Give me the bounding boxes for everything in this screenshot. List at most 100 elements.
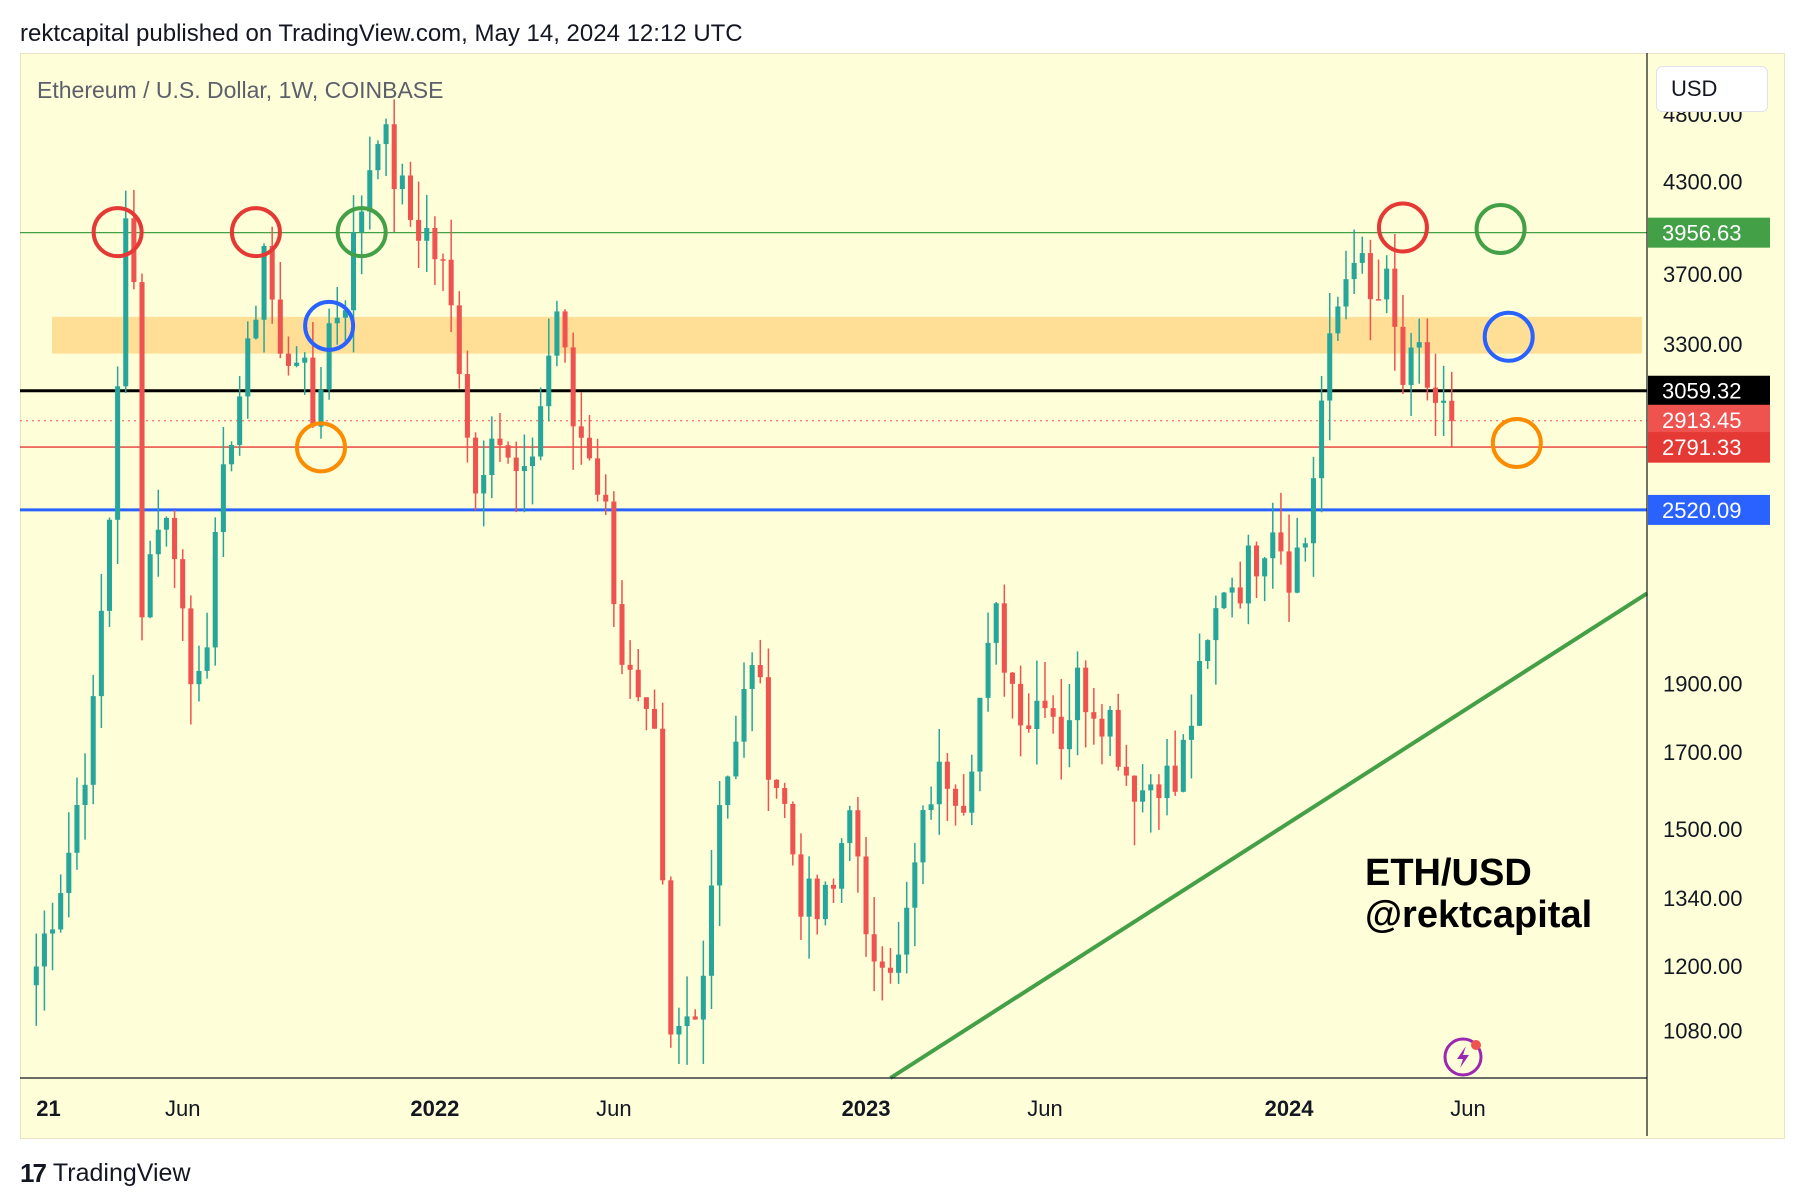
candle — [196, 645, 202, 702]
candle — [82, 753, 88, 840]
candle-body — [269, 246, 275, 300]
candle — [41, 910, 47, 1011]
candle — [855, 796, 861, 893]
candle-body — [1058, 716, 1064, 750]
candle — [546, 318, 552, 422]
candle — [562, 309, 568, 363]
annotation-circle-0[interactable] — [91, 206, 144, 259]
price-label-0: 3956.63 — [1662, 221, 1742, 246]
price-label-1: 3059.32 — [1662, 379, 1742, 404]
candle — [936, 728, 942, 835]
candle-body — [757, 665, 763, 678]
candle — [708, 850, 714, 1009]
candle — [1221, 591, 1227, 610]
candle-body — [277, 299, 283, 354]
candle — [310, 322, 316, 428]
annotation-circle-6[interactable] — [1474, 203, 1527, 256]
annotation-circle-7[interactable] — [1482, 310, 1535, 363]
candle-body — [1262, 558, 1268, 577]
candle — [538, 387, 544, 461]
candle-body — [1294, 547, 1300, 593]
annotation-circle-3[interactable] — [303, 299, 356, 352]
currency-selector[interactable]: USD — [1656, 66, 1768, 112]
candle — [1066, 683, 1072, 768]
candle-body — [1107, 709, 1113, 737]
price-label-box-0 — [1648, 217, 1770, 248]
candle-body — [1432, 387, 1439, 403]
candle — [993, 602, 999, 665]
candle-body — [619, 604, 625, 665]
candle-body — [285, 353, 291, 366]
candle-body — [790, 803, 796, 855]
candle — [765, 648, 771, 811]
candle — [928, 786, 934, 820]
candle-body — [1384, 268, 1390, 300]
annotation-circle-1[interactable] — [229, 206, 282, 259]
price-chart[interactable]: 4800.004300.003700.003300.001900.001700.… — [0, 0, 1794, 1150]
candle — [1107, 705, 1113, 757]
candle — [733, 715, 739, 780]
annotation-circle-2[interactable] — [335, 206, 388, 259]
y-tick-label: 3300.00 — [1663, 332, 1743, 357]
candle — [1115, 693, 1121, 771]
candle-body — [944, 761, 950, 789]
candle-body — [416, 219, 422, 241]
candle-body — [424, 228, 430, 241]
annotation-circle-4[interactable] — [294, 421, 347, 474]
candle-body — [1156, 784, 1162, 799]
candle — [1075, 651, 1081, 756]
candle — [277, 261, 283, 359]
candle-body — [513, 457, 519, 472]
candle — [180, 549, 186, 642]
candle-body — [1229, 587, 1235, 593]
alert-icon[interactable] — [1443, 1037, 1483, 1077]
candle-body — [749, 665, 755, 689]
candle — [1197, 633, 1203, 727]
annotation-circle-8[interactable] — [1490, 416, 1543, 469]
candle-body — [896, 954, 902, 973]
candle-body — [822, 884, 828, 920]
candle — [139, 273, 145, 641]
candle-body — [871, 934, 877, 962]
candle-body — [985, 642, 991, 698]
candle-body — [212, 532, 218, 648]
candle-body — [220, 464, 226, 533]
candle-body — [586, 437, 592, 459]
candle — [684, 976, 690, 1065]
candle-body — [1018, 683, 1024, 726]
candle — [1253, 541, 1260, 599]
y-tick-label: 1900.00 — [1663, 672, 1743, 697]
candle-body — [993, 603, 999, 643]
candle — [302, 352, 308, 395]
candle — [977, 697, 983, 792]
candle-body — [440, 259, 446, 261]
ascending-trendline[interactable] — [889, 591, 1649, 1080]
candle-body — [782, 788, 788, 804]
candle — [253, 305, 259, 340]
x-tick-label: 2023 — [842, 1096, 891, 1121]
candle-body — [814, 878, 820, 920]
candle-body — [1050, 708, 1056, 717]
candle-body — [342, 310, 348, 318]
candle — [757, 639, 763, 684]
candle — [879, 946, 885, 1001]
candle-body — [326, 323, 332, 390]
candle — [1042, 661, 1048, 719]
candle — [887, 948, 893, 984]
candle-body — [1009, 672, 1015, 684]
candle-body — [253, 319, 259, 339]
candle-body — [1376, 299, 1382, 301]
candle — [961, 774, 967, 816]
candle — [204, 612, 210, 679]
footer-brand[interactable]: TradingView — [52, 1159, 191, 1187]
candle — [1278, 492, 1284, 565]
candle — [652, 689, 658, 729]
candle-body — [1034, 700, 1040, 730]
candle-body — [432, 228, 438, 260]
candle-body — [1335, 306, 1341, 334]
candle — [782, 782, 788, 819]
candle-body — [684, 1016, 690, 1027]
annotation-circle-5[interactable] — [1376, 201, 1429, 254]
candle-body — [204, 647, 210, 671]
chart-area[interactable] — [20, 53, 1785, 1139]
